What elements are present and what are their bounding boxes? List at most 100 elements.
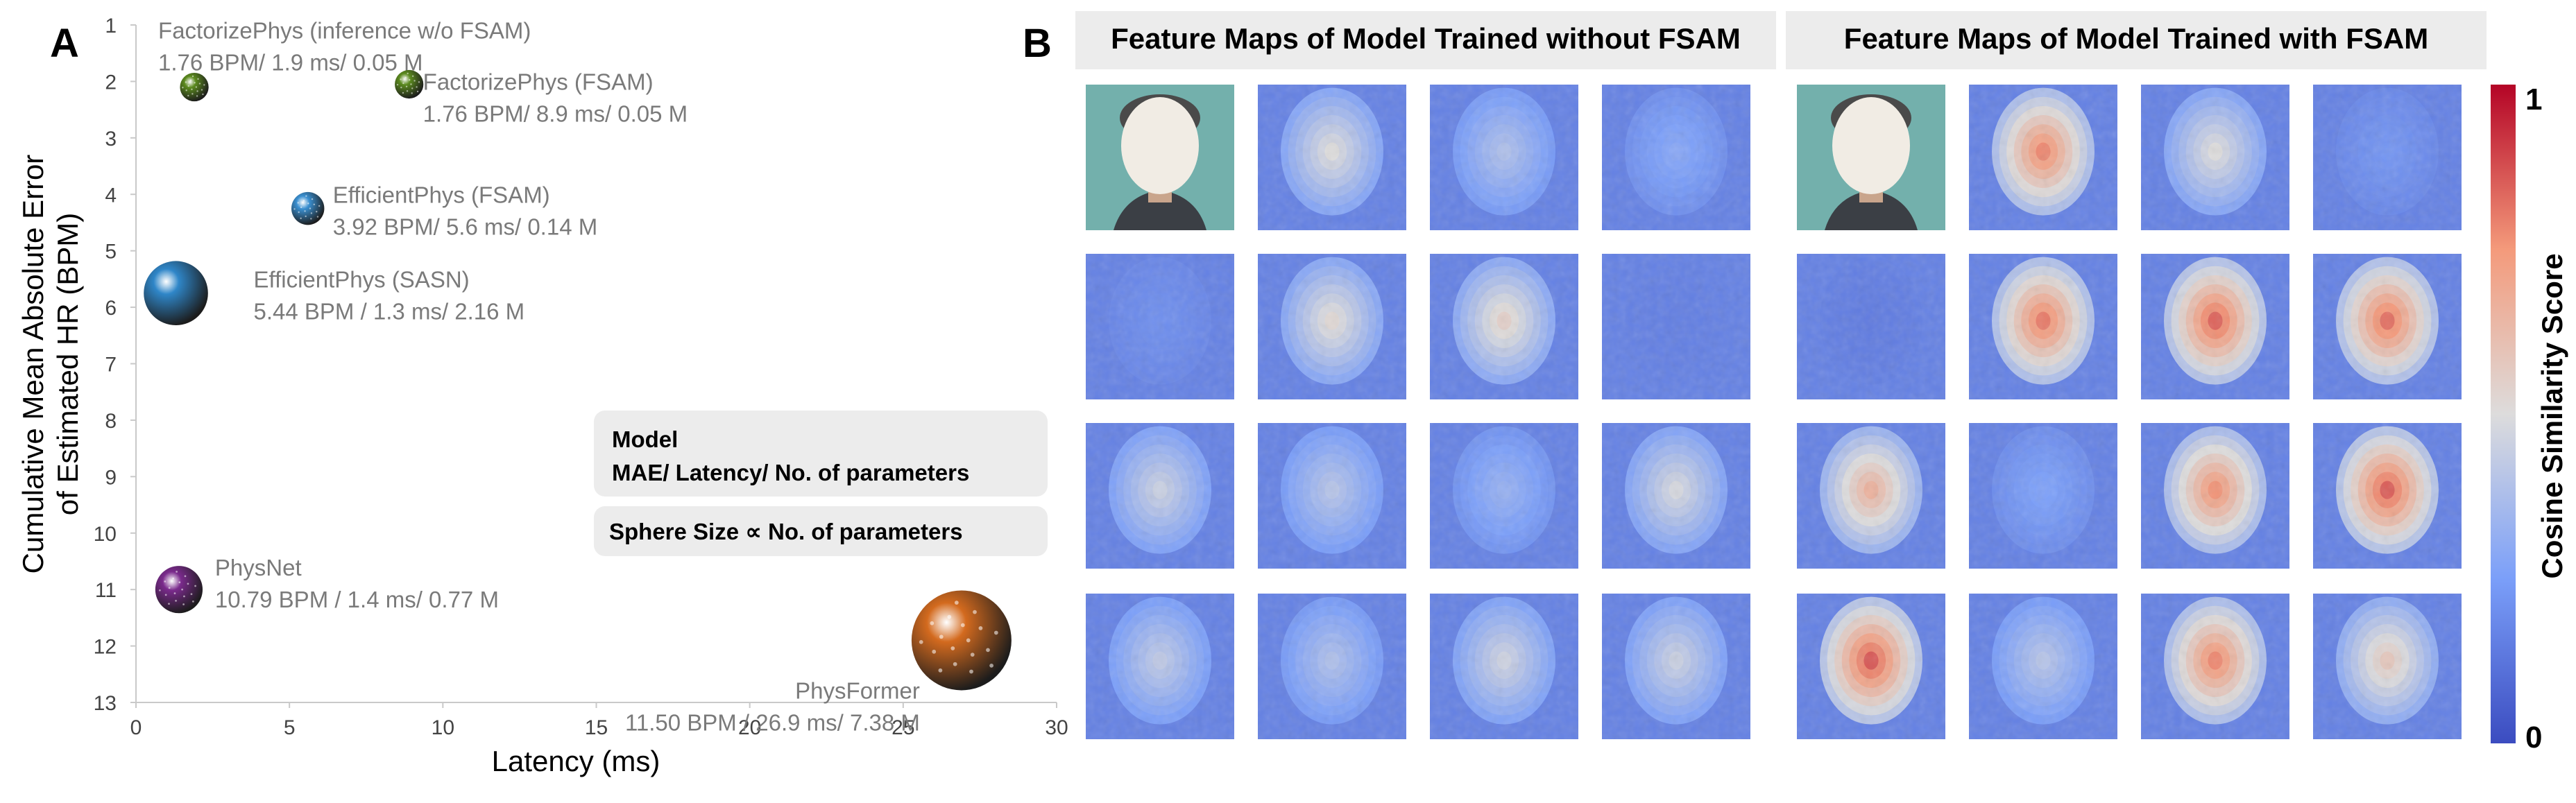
banner-without-fsam-bg (1075, 11, 1776, 69)
sphere-speckle (309, 207, 312, 209)
x-tick-label: 25 (892, 716, 914, 739)
map-noise (1258, 423, 1406, 569)
feature-map-cell (2141, 594, 2289, 739)
point-name-label: PhysNet (215, 555, 302, 580)
feature-map-cell (2141, 85, 2289, 230)
sphere-speckle (187, 582, 189, 585)
sphere-speckle (305, 195, 307, 197)
feature-map-cell (1602, 85, 1750, 230)
sphere-speckle (954, 601, 959, 605)
feature-map-cell (1258, 254, 1406, 399)
map-noise (1969, 85, 2117, 230)
sphere-speckle (172, 577, 174, 580)
banner-with-fsam-text: Feature Maps of Model Trained with FSAM (1844, 22, 2428, 55)
sphere-speckle (316, 216, 319, 218)
sphere-speckle (411, 87, 413, 89)
legend-box-size (594, 506, 1048, 556)
sphere-speckle (195, 86, 198, 88)
sphere-speckle (400, 78, 402, 80)
y-tick-label: 3 (105, 128, 117, 150)
feature-map-cell (1602, 594, 1750, 739)
feature-map-cell (1430, 423, 1578, 569)
sphere-speckle (173, 592, 176, 594)
sphere-speckle (930, 621, 935, 625)
feature-map-cell (2313, 594, 2462, 739)
sphere-speckle (400, 86, 402, 89)
y-tick-label: 5 (105, 241, 117, 264)
legend-line-metrics: MAE/ Latency/ No. of parameters (612, 460, 969, 485)
sphere-speckle (300, 217, 302, 220)
map-noise (1797, 423, 1945, 569)
sphere-marker (291, 191, 325, 225)
colorbar-title: Cosine Similarity Score (2536, 253, 2568, 578)
sphere-speckle (194, 585, 196, 587)
feature-map-cell (2313, 85, 2462, 230)
sphere-speckle (181, 588, 183, 591)
face-mask-icon (1832, 97, 1910, 194)
sphere-speckle (187, 94, 189, 97)
y-tick-label: 6 (105, 297, 117, 320)
sphere-speckle (406, 90, 409, 92)
sphere-speckle (939, 634, 944, 639)
sphere-speckle (416, 86, 418, 88)
legend-box: Model MAE/ Latency/ No. of parameters Sp… (594, 411, 1048, 556)
feature-map-cell (1797, 594, 1945, 739)
map-noise (1969, 423, 2117, 569)
y-tick-label: 11 (95, 579, 117, 602)
feature-map-cell (1086, 423, 1234, 569)
y-tick-label: 9 (105, 466, 117, 489)
sphere-speckle (410, 83, 412, 85)
feature-map-cell (2313, 423, 2462, 569)
colorbar-min-label: 0 (2525, 720, 2542, 754)
map-noise (2313, 85, 2462, 230)
point-stats-label: 5.44 BPM / 1.3 ms/ 2.16 M (254, 299, 525, 325)
sphere-speckle (316, 210, 318, 213)
sphere-speckle (950, 646, 955, 650)
y-tick-label: 1 (105, 15, 117, 37)
scatter-point: PhysFormer 11.50 BPM / 26.9 ms/ 7.38 M (625, 590, 1012, 735)
sphere-speckle (416, 90, 419, 93)
sphere-speckle (185, 89, 187, 92)
sphere-speckle (196, 95, 198, 97)
sphere-speckle (307, 202, 309, 205)
sphere-marker (144, 261, 208, 326)
sphere-speckle (969, 669, 973, 674)
sphere-speckle (304, 210, 306, 212)
feature-map-cell (1258, 85, 1406, 230)
sphere-speckle (176, 571, 178, 573)
sphere-speckle (402, 92, 404, 94)
sphere-speckle (196, 90, 198, 92)
point-name-label: EfficientPhys (SASN) (254, 267, 470, 293)
map-noise (1086, 254, 1234, 399)
sphere-speckle (201, 89, 203, 91)
sphere-speckle (198, 83, 201, 85)
map-noise (1969, 594, 2117, 739)
map-noise (1430, 85, 1578, 230)
sphere-speckle (298, 211, 300, 214)
feature-map-cell (1969, 254, 2117, 399)
sphere-speckle (183, 595, 185, 598)
y-tick-label: 7 (105, 354, 117, 377)
sphere-marker (180, 72, 209, 102)
map-noise (2141, 423, 2289, 569)
face-mask-icon (1121, 97, 1199, 194)
colorbar: 1 0 Cosine Similarity Score (2491, 83, 2568, 754)
point-name-label: FactorizePhys (inference w/o FSAM) (158, 18, 531, 44)
point-stats-label: 11.50 BPM / 26.9 ms/ 7.38 M (625, 709, 920, 735)
feature-map-cell (1430, 85, 1578, 230)
sphere-speckle (986, 648, 990, 653)
sphere-speckle (973, 610, 977, 614)
sphere-speckle (175, 600, 177, 602)
sphere-speckle (191, 88, 193, 91)
y-tick-label: 8 (105, 410, 117, 433)
sphere-speckle (305, 215, 307, 218)
sphere-speckle (302, 200, 305, 202)
point-stats-label: 10.79 BPM / 1.4 ms/ 0.77 M (215, 587, 499, 612)
map-noise (1602, 594, 1750, 739)
feature-map-cell (1602, 254, 1750, 399)
x-axis-title: Latency (ms) (492, 745, 660, 777)
sphere-speckle (960, 623, 965, 628)
sphere-speckle (300, 206, 302, 209)
map-noise (1969, 254, 2117, 399)
